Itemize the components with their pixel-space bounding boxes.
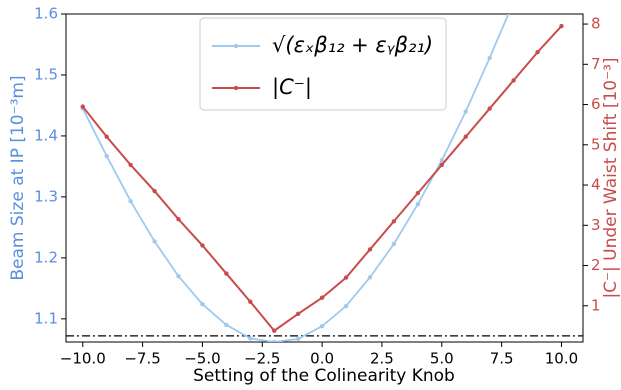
series-point bbox=[367, 247, 373, 252]
series-point bbox=[343, 303, 349, 309]
y2-tick-label: 7 bbox=[591, 55, 601, 73]
series-point bbox=[152, 188, 157, 194]
series-point bbox=[80, 104, 85, 109]
x-tick-label: 7.5 bbox=[490, 350, 514, 368]
series-point bbox=[176, 273, 181, 279]
series-point bbox=[415, 202, 421, 207]
legend-marker bbox=[233, 43, 239, 49]
series-point bbox=[487, 106, 492, 111]
y-tick-label: 1.3 bbox=[34, 187, 58, 205]
legend-label: |C⁻| bbox=[272, 75, 312, 100]
x-tick-label: 5.0 bbox=[430, 350, 454, 368]
x-tick-label: −10.0 bbox=[60, 350, 106, 368]
series-point bbox=[248, 336, 253, 341]
series-point bbox=[511, 78, 516, 83]
series-point bbox=[439, 158, 444, 163]
legend-marker bbox=[233, 85, 239, 91]
series-point bbox=[104, 134, 109, 139]
series-point bbox=[391, 241, 397, 247]
x-tick-label: 10.0 bbox=[545, 350, 578, 368]
series-point bbox=[200, 302, 205, 307]
series-point bbox=[295, 336, 301, 342]
x-axis-label: Setting of the Colinearity Knob bbox=[193, 366, 455, 386]
series-point bbox=[176, 217, 181, 222]
series-point bbox=[391, 219, 397, 224]
series-point bbox=[128, 162, 133, 168]
series-point bbox=[463, 109, 468, 114]
y-tick-label: 1.5 bbox=[34, 65, 58, 83]
plot-frame bbox=[65, 13, 584, 343]
series-point bbox=[272, 339, 277, 342]
legend-label: √(εₓβ₁₂ + εᵧβ₂₁) bbox=[272, 33, 433, 57]
series-point bbox=[248, 299, 253, 304]
y-tick-label: 1.1 bbox=[34, 309, 58, 327]
series-point bbox=[128, 198, 133, 204]
y2-tick-label: 4 bbox=[591, 176, 601, 194]
y2-tick-label: 1 bbox=[591, 296, 601, 314]
series-point bbox=[439, 162, 444, 168]
y-axis-label: Beam Size at IP [10⁻³m] bbox=[8, 75, 28, 280]
y2-tick-label: 8 bbox=[591, 15, 601, 33]
series-point bbox=[511, 0, 515, 4]
series-point bbox=[200, 243, 205, 248]
y2-tick-label: 5 bbox=[591, 135, 601, 153]
y2-axis-label: |C⁻| Under Waist Shift [10⁻³] bbox=[601, 57, 621, 298]
x-tick-label: −5.0 bbox=[184, 350, 220, 368]
y2-tick-label: 2 bbox=[591, 256, 601, 274]
y-tick-label: 1.6 bbox=[34, 5, 58, 23]
x-tick-label: 0.0 bbox=[310, 350, 334, 368]
series-point bbox=[319, 323, 325, 329]
x-tick-label: 2.5 bbox=[370, 350, 394, 368]
series-point bbox=[272, 328, 277, 333]
y2-tick-label: 6 bbox=[591, 95, 601, 113]
series-point bbox=[343, 275, 349, 280]
series-point bbox=[559, 23, 564, 29]
series-point bbox=[463, 134, 468, 139]
series-point bbox=[224, 322, 229, 328]
series-point bbox=[104, 153, 109, 159]
series-point bbox=[367, 275, 373, 280]
series-point bbox=[415, 190, 421, 196]
y-tick-label: 1.4 bbox=[34, 126, 58, 144]
plot-area bbox=[66, 0, 583, 342]
series-point bbox=[487, 55, 492, 61]
series-point bbox=[152, 239, 157, 244]
series-point bbox=[319, 295, 325, 300]
x-tick-label: −2.5 bbox=[244, 350, 280, 368]
y2-tick-label: 3 bbox=[591, 216, 601, 234]
series-point bbox=[224, 271, 229, 276]
series-point bbox=[535, 50, 540, 55]
x-tick-label: −7.5 bbox=[124, 350, 160, 368]
legend-box bbox=[199, 17, 447, 111]
series-point bbox=[295, 311, 301, 317]
y-tick-label: 1.2 bbox=[34, 248, 58, 266]
